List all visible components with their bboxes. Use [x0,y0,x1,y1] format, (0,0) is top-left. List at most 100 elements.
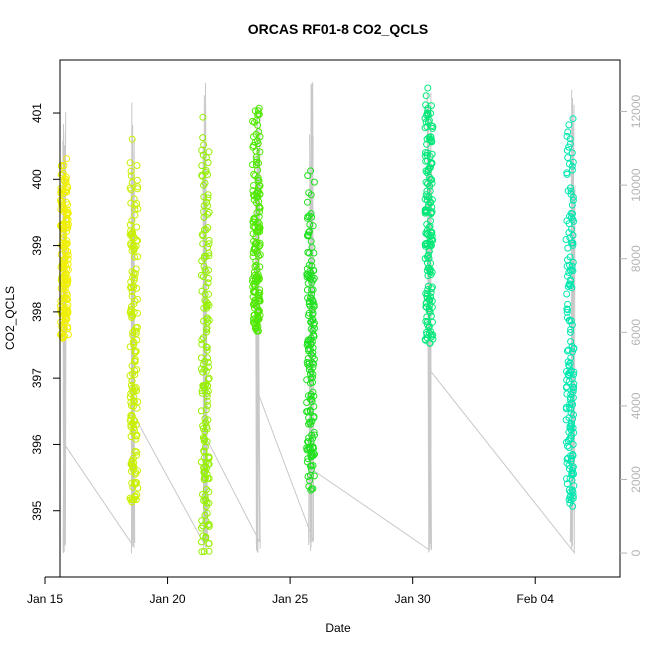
co2-point [60,177,68,185]
co2-point [250,192,258,200]
co2-point [250,268,258,276]
co2-point [129,331,137,339]
co2-point [307,453,315,461]
co2-point [305,274,313,282]
co2-point [254,137,261,145]
co2-point [564,128,572,136]
co2-point [131,358,139,366]
co2-point [57,331,65,339]
co2-point [566,359,574,367]
co2-point [568,166,576,174]
co2-point [304,198,311,206]
co2-point [133,404,141,412]
co2-point [57,171,65,179]
co2-point [307,374,315,382]
co2-point [198,162,206,170]
co2-point [203,199,211,206]
co2-point [127,186,135,194]
co2-point [129,282,137,290]
co2-point [198,231,206,239]
co2-point [127,172,135,180]
co2-point [567,338,575,346]
co2-point [567,496,575,504]
co2-point [205,148,213,156]
co2-point [251,107,259,115]
co2-point [306,221,314,228]
co2-point [128,292,136,300]
co2-point [204,460,212,468]
x-tick-label: Jan 30 [395,592,431,606]
chart-title: ORCAS RF01-8 CO2_QCLS [248,21,428,37]
co2-point [423,220,431,228]
co2-point [569,502,577,510]
co2-point [203,344,211,351]
co2-point [205,290,212,298]
co2-point [563,132,571,140]
co2-point [200,193,208,201]
co2-point [256,311,264,319]
co2-point [127,230,135,238]
co2-point [309,300,316,308]
co2-point [130,463,138,471]
co2-point [422,336,430,344]
co2-point [306,471,314,479]
co2-point [133,431,141,439]
y-right-tick-label: 6000 [629,319,643,346]
co2-point [567,276,574,284]
co2-point [255,213,263,221]
co2-point [250,244,258,252]
co2-point [134,484,142,492]
co2-point [63,198,71,206]
co2-point [565,280,573,288]
co2-point [200,437,208,445]
co2-point [423,169,431,176]
co2-point [204,194,212,202]
co2-point [569,267,577,275]
co2-point [201,296,209,304]
co2-point [303,358,311,366]
co2-point [255,315,263,323]
co2-point [134,237,141,244]
flight-points-7 [562,115,578,510]
co2-point [423,140,431,148]
co2-point [203,328,211,336]
co2-point [205,252,213,260]
co2-point [197,365,205,373]
co2-point [303,458,311,466]
co2-point [256,228,264,235]
co2-point [565,486,573,494]
co2-point [309,370,317,378]
y-right-tick-label: 2000 [629,466,643,493]
co2-point [57,162,65,170]
co2-point [305,366,313,373]
co2-point [563,146,571,154]
co2-point [251,172,259,180]
co2-point [256,295,263,302]
co2-point [254,121,262,129]
co2-point [202,154,210,161]
co2-point [305,312,312,319]
co2-point [252,130,260,138]
flight-points-1 [57,155,72,342]
co2-point [422,206,430,214]
co2-point [307,340,315,348]
co2-point [202,283,210,291]
co2-point [422,317,430,325]
co2-point [202,533,210,541]
co2-point [304,248,312,256]
co2-point [203,302,211,310]
co2-point [252,258,260,266]
co2-point [203,509,211,517]
y-right-tick-label: 8000 [629,245,643,272]
co2-point [569,452,577,460]
co2-point [307,167,315,175]
co2-point [130,245,138,253]
co2-point [567,187,575,195]
co2-point [423,267,431,274]
co2-point [309,363,317,371]
co2-point [563,290,571,298]
co2-point [204,521,212,529]
co2-point [569,158,577,166]
co2-point [307,210,315,218]
